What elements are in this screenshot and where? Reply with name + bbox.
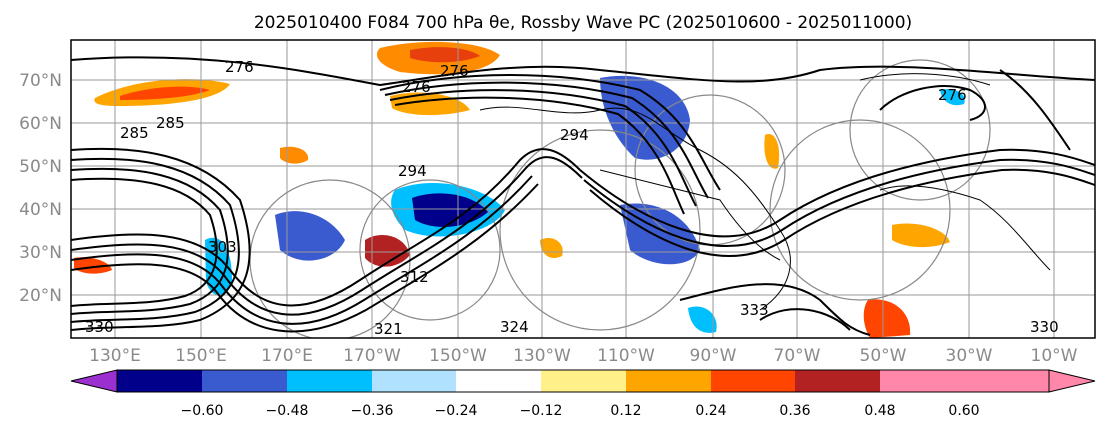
lon-label: 110°W [597,346,655,366]
lon-label: 70°W [774,346,821,366]
lon-label: 170°W [343,346,401,366]
colorbar-low-extension [70,369,118,393]
colorbar-segment [626,370,711,392]
lat-label: 20°N [19,286,62,306]
contour-label: 285 [120,124,149,142]
contour-label: 294 [398,162,427,180]
lon-label: 10°W [1031,346,1078,366]
contour-labels: 276 276 285 285 294 294 303 312 321 324 … [85,58,1059,338]
positive-anomaly-core [120,86,210,100]
colorbar-segment [795,370,880,392]
lon-label: 90°W [690,346,737,366]
positive-anomaly-patch [892,223,950,248]
colorbar-tick-label: 0.12 [610,403,641,419]
positive-anomaly-patch [365,235,410,267]
anomaly-fields [74,41,965,338]
contour-label: 276 [938,86,967,104]
lat-label: 50°N [19,157,62,177]
contour-label: 294 [560,126,589,144]
colorbar-segment [711,370,795,392]
lon-label: 150°E [175,346,227,366]
lat-label: 70°N [19,71,62,91]
positive-anomaly-patch [764,134,780,169]
contour-label: 303 [208,238,237,256]
negative-anomaly-patch [688,306,717,333]
contour-label: 321 [374,320,403,338]
lon-label: 150°W [429,346,487,366]
colorbar-tick-labels: −0.60 −0.48 −0.36 −0.24 −0.12 0.12 0.24 … [181,403,980,419]
map-frame [71,40,1095,338]
contour-label: 285 [156,114,185,132]
lon-label: 130°E [89,346,141,366]
theta-e-contours [71,56,1095,336]
contour-label: 324 [500,318,529,336]
latitude-labels: 70°N 60°N 50°N 40°N 30°N 20°N [19,71,62,306]
colorbar-segment [202,370,287,392]
figure-title: 2025010400 F084 700 hPa θe, Rossby Wave … [254,13,912,33]
colorbar-segment [287,370,372,392]
contour-label: 276 [402,78,431,96]
contour-label: 333 [740,301,769,319]
negative-anomaly-patch [600,75,690,160]
colorbar-tick-label: 0.48 [864,403,895,419]
negative-anomaly-core [412,193,488,227]
lon-label: 50°W [860,346,907,366]
positive-anomaly-patch [863,299,911,338]
colorbar-tick-label: −0.12 [520,403,563,419]
colorbar-tick-label: 0.24 [695,403,726,419]
lon-label: 170°E [261,346,313,366]
colorbar-segment [117,370,202,392]
contour-label: 276 [440,62,469,80]
lon-label: 30°W [946,346,993,366]
colorbar-segment [372,370,456,392]
colorbar-tick-label: 0.36 [779,403,810,419]
colorbar-tick-label: −0.24 [435,403,478,419]
negative-anomaly-patch [275,211,345,261]
contour-label: 330 [1030,318,1059,336]
colorbar: −0.60 −0.48 −0.36 −0.24 −0.12 0.12 0.24 … [70,369,1096,419]
map-border [70,39,1096,339]
positive-anomaly-patch [540,237,563,259]
contour-label: 330 [85,318,114,336]
lat-label: 30°N [19,243,62,263]
colorbar-segment [541,370,626,392]
colorbar-tick-label: −0.48 [266,403,309,419]
positive-anomaly-patch [74,257,112,274]
contour-label: 312 [400,268,429,286]
lat-label: 40°N [19,200,62,220]
colorbar-extension-outline [1048,369,1096,393]
colorbar-high-extension [880,370,1095,392]
contour-label: 276 [225,58,254,76]
longitude-labels: 130°E 150°E 170°E 170°W 150°W 130°W 110°… [89,346,1078,366]
negative-anomaly-patch [940,88,965,106]
coastlines [479,73,1051,311]
lat-label: 60°N [19,114,62,134]
colorbar-tick-label: 0.60 [948,403,979,419]
colorbar-segment [456,370,541,392]
colorbar-tick-label: −0.60 [181,403,224,419]
colorbar-tick-label: −0.36 [351,403,394,419]
positive-anomaly-core [410,47,480,63]
lon-label: 130°W [513,346,571,366]
